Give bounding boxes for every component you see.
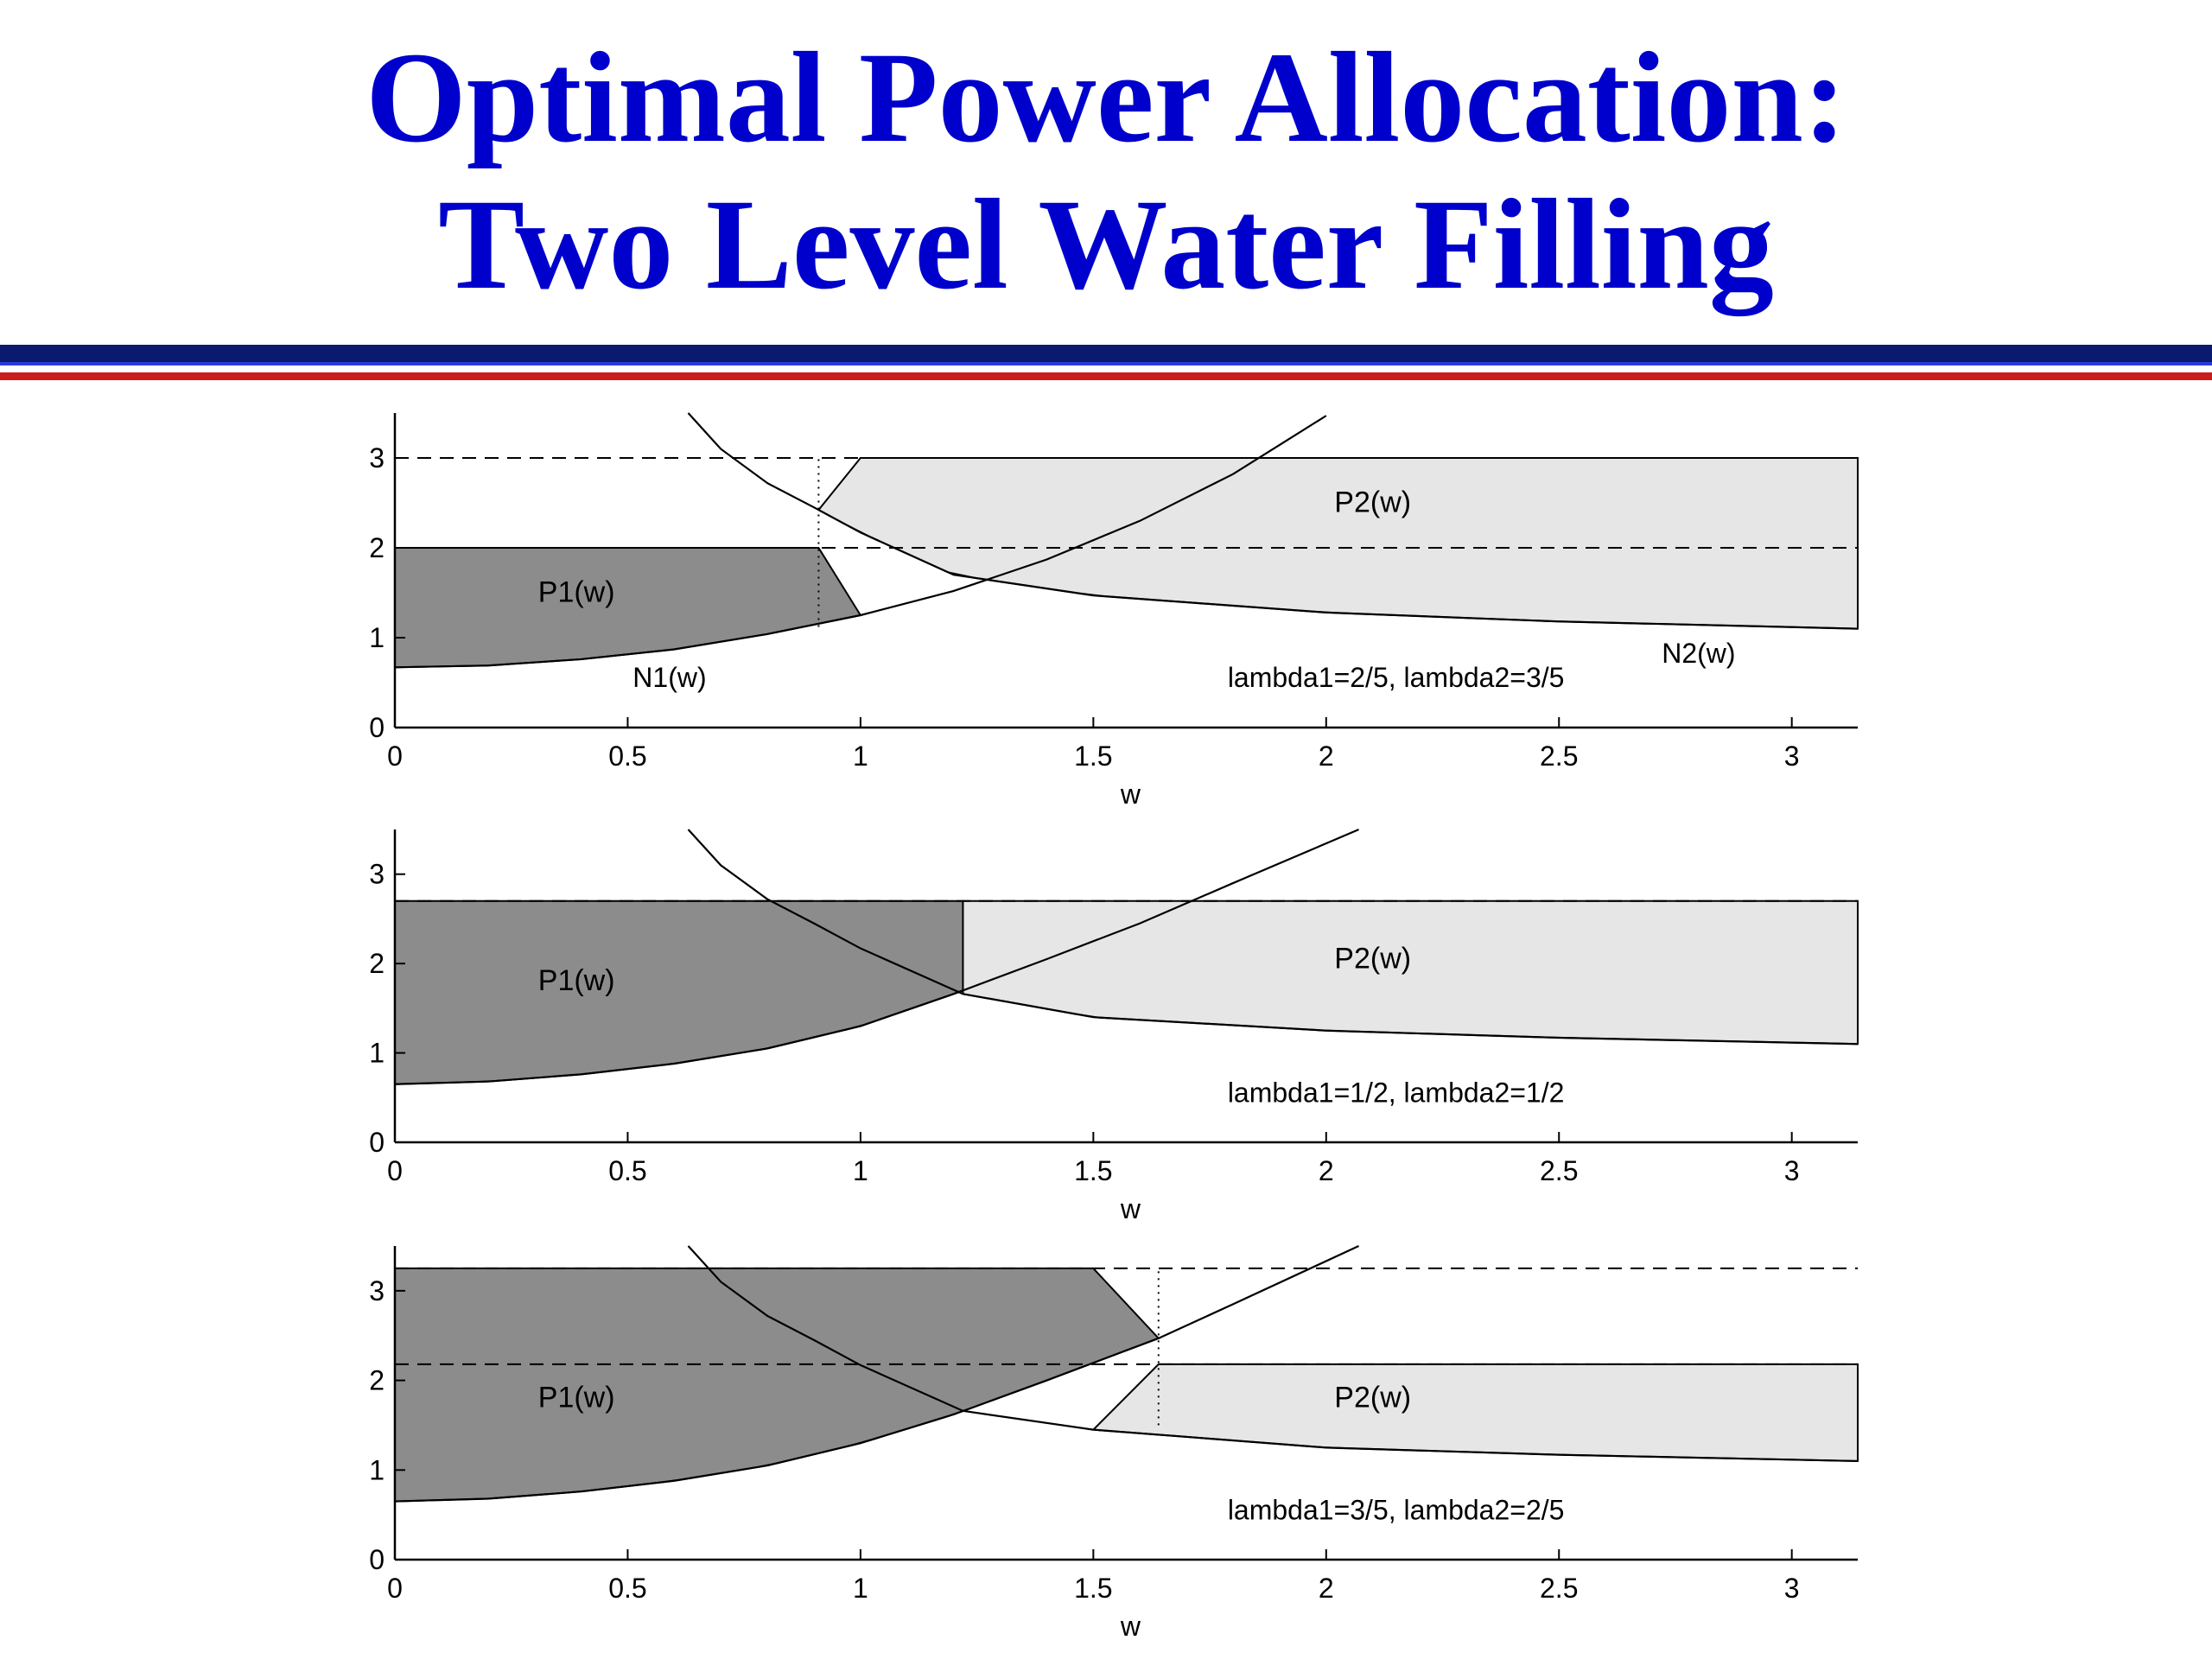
y-tick-label: 2: [369, 532, 385, 563]
x-tick-label: 0: [387, 1155, 403, 1186]
n2-curve: [687, 829, 1859, 1046]
y-tick-label: 1: [369, 1454, 385, 1485]
p1-label: P1(w): [538, 575, 615, 608]
x-tick-label: 1: [853, 741, 868, 772]
y-tick-label: 0: [369, 712, 385, 743]
lambda-caption: lambda1=3/5, lambda2=2/5: [1228, 1494, 1565, 1525]
n1-curve: [394, 415, 1327, 669]
p1-region: [394, 547, 862, 669]
y-tick-label: 3: [369, 442, 385, 474]
title-rule-red: [0, 372, 2212, 380]
y-tick-label: 0: [369, 1127, 385, 1158]
x-tick-label: 0: [387, 741, 403, 772]
n1-curve: [394, 828, 1359, 1085]
x-tick-label: 3: [1784, 1155, 1800, 1186]
x-tick-label: 1: [853, 1155, 868, 1186]
n2-curve: [687, 412, 1859, 630]
y-tick-label: 2: [369, 948, 385, 979]
x-tick-label: 0.5: [608, 741, 646, 772]
x-tick-label: 2.5: [1540, 1155, 1578, 1186]
slide-title: Optimal Power Allocation: Two Level Wate…: [0, 24, 2212, 318]
x-tick-label: 1.5: [1074, 1155, 1112, 1186]
x-tick-label: 2.5: [1540, 1573, 1578, 1604]
x-tick-label: 1.5: [1074, 1573, 1112, 1604]
x-tick-label: 0.5: [608, 1573, 646, 1604]
n2-label: N2(w): [1662, 638, 1735, 669]
y-tick-label: 1: [369, 622, 385, 653]
y-tick-label: 0: [369, 1544, 385, 1575]
x-tick-label: 2: [1319, 741, 1334, 772]
x-axis-label: w: [1120, 779, 1141, 810]
n1-label: N1(w): [632, 662, 706, 693]
p2-label: P2(w): [1334, 1382, 1411, 1414]
y-tick-label: 2: [369, 1365, 385, 1396]
p2-region: [817, 457, 1859, 630]
p2-region: [1091, 1363, 1859, 1462]
p1-label: P1(w): [538, 964, 615, 997]
x-tick-label: 3: [1784, 1573, 1800, 1604]
chart-panel-2: 0 0.5 1 1.5 2 2.5 3 0 1 2 3 w P1(w) P2(w) lambda1=1/2,…: [369, 828, 1859, 1224]
p2-label: P2(w): [1334, 486, 1411, 518]
p2-label: P2(w): [1334, 942, 1411, 975]
chart-panel-3: 0 0.5 1 1.5 2 2.5 3 0 1 2 3 w P1(w) P2(w) lambda1=3/5,…: [369, 1245, 1859, 1642]
x-tick-label: 2: [1319, 1155, 1334, 1186]
title-rule-blue: [0, 362, 2212, 365]
y-tick-label: 3: [369, 1275, 385, 1306]
x-tick-label: 1: [853, 1573, 868, 1604]
x-tick-label: 0: [387, 1573, 403, 1604]
chart-panel-1: 0 0.5 1 1.5 2 2.5 3 0 1 2 3 w P1(w) P2(w) N1(w) N2(w) la…: [369, 412, 1859, 810]
p1-region: [394, 899, 964, 1085]
x-tick-label: 0.5: [608, 1155, 646, 1186]
x-tick-label: 2.5: [1540, 741, 1578, 772]
n2-curve: [687, 1245, 1859, 1463]
x-tick-label: 1.5: [1074, 741, 1112, 772]
title-line-1: Optimal Power Allocation:: [365, 26, 1847, 169]
y-tick-label: 3: [369, 859, 385, 890]
p1-label: P1(w): [538, 1382, 615, 1414]
y-tick-label: 1: [369, 1038, 385, 1069]
p1-region: [394, 1267, 1160, 1503]
n1-curve: [394, 1245, 1359, 1503]
x-axis-label: w: [1120, 1193, 1141, 1224]
x-tick-label: 3: [1784, 741, 1800, 772]
lambda-caption: lambda1=2/5, lambda2=3/5: [1228, 662, 1565, 693]
lambda-caption: lambda1=1/2, lambda2=1/2: [1228, 1077, 1565, 1108]
x-tick-label: 2: [1319, 1573, 1334, 1604]
title-line-2: Two Level Water Filling: [438, 173, 1774, 316]
title-rule-navy: [0, 345, 2212, 362]
x-axis-label: w: [1120, 1611, 1141, 1642]
